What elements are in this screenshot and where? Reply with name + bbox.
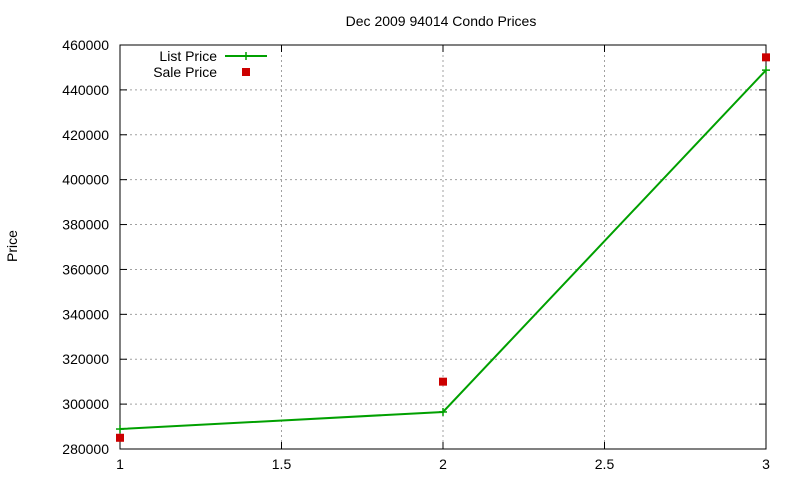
- legend-label: List Price: [159, 48, 217, 64]
- y-tick-label: 300000: [62, 396, 109, 412]
- x-tick-label: 2: [439, 456, 447, 472]
- list-price-point: [116, 425, 124, 434]
- legend-square-marker: [242, 68, 250, 76]
- y-tick-label: 340000: [62, 306, 109, 322]
- y-tick-label: 460000: [62, 37, 109, 53]
- y-tick-label: 400000: [62, 172, 109, 188]
- list-price-point: [762, 66, 770, 75]
- legend-item: List Price: [159, 48, 267, 64]
- y-axis-label: Price: [4, 230, 20, 262]
- y-tick-label: 380000: [62, 217, 109, 233]
- series-0: [116, 66, 770, 434]
- x-tick-label: 3: [762, 456, 770, 472]
- series-layer: [116, 53, 770, 442]
- y-tick-label: 360000: [62, 261, 109, 277]
- sale-price-point: [762, 53, 770, 62]
- y-tick-label: 420000: [62, 127, 109, 143]
- grid: [120, 45, 766, 449]
- legend-item: Sale Price: [153, 64, 250, 80]
- x-tick-label: 1: [116, 456, 124, 472]
- x-tick-label: 1.5: [272, 456, 292, 472]
- sale-price-point: [439, 377, 447, 386]
- y-tick-label: 440000: [62, 82, 109, 98]
- series-1: [116, 53, 770, 442]
- chart-title: Dec 2009 94014 Condo Prices: [346, 13, 537, 29]
- legend-label: Sale Price: [153, 64, 217, 80]
- y-tick-label: 320000: [62, 351, 109, 367]
- list-price-point: [439, 407, 447, 416]
- x-tick-label: 2.5: [595, 456, 615, 472]
- legend-plus-marker: [242, 52, 250, 60]
- y-tick-label: 280000: [62, 441, 109, 457]
- sale-price-point: [116, 433, 124, 442]
- axis-ticks: 280000 300000 320000 340000 360000 380000 4000…: [62, 37, 770, 472]
